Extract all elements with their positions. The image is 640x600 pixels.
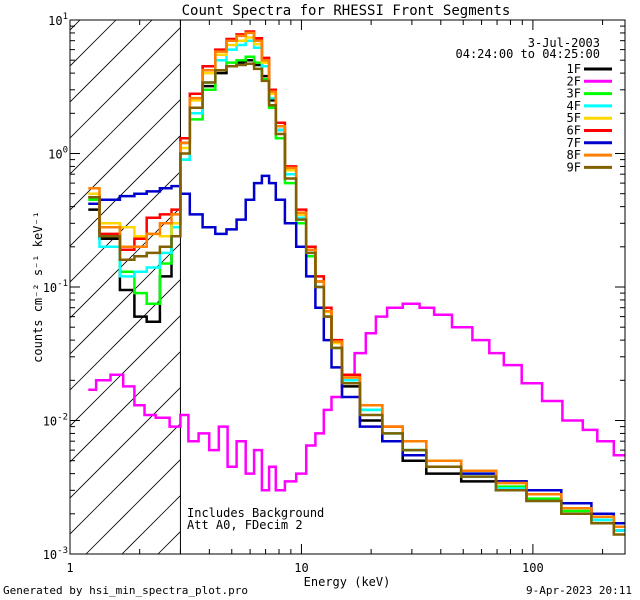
legend-label-2f: 2F [567, 74, 581, 88]
series-line-2f [88, 302, 625, 492]
x-axis-label: Energy (keV) [304, 575, 391, 589]
hatched-region [70, 20, 181, 554]
hatch-line [70, 423, 181, 535]
axis-ticks [69, 19, 625, 555]
hatch-line [70, 99, 181, 211]
legend-label-1f: 1F [567, 62, 581, 76]
series-line-1f [88, 58, 625, 532]
footer-generated-by: Generated by hsi_min_spectra_plot.pro [3, 584, 248, 597]
y-tick-label: 100 [48, 146, 68, 162]
hatch-line [85, 459, 181, 554]
y-tick-label: 10-2 [43, 413, 68, 429]
time-range-label: 04:24:00 to 04:25:00 [456, 47, 601, 61]
chart-title: Count Spectra for RHESSI Front Segments [182, 3, 511, 19]
legend-label-5f: 5F [567, 111, 581, 125]
legend-label-6f: 6F [567, 124, 581, 138]
legend-label-8f: 8F [567, 148, 581, 162]
annotation-attenuator: Att A0, FDecim 2 [187, 518, 303, 532]
annotation-background: Includes Background [187, 506, 324, 520]
series-line-6f [88, 30, 625, 528]
hatch-line [70, 279, 181, 391]
y-tick-labels: 101 100 10-1 10-2 10-3 [43, 12, 68, 562]
hatch-line [70, 243, 181, 355]
y-axis-label: counts cm⁻² s⁻¹ keV⁻¹ [31, 211, 45, 363]
hatch-line [70, 387, 181, 499]
x-tick-label: 100 [522, 561, 544, 575]
y-tick-label: 10-3 [43, 546, 68, 562]
footer-timestamp: 9-Apr-2023 20:11 [526, 584, 632, 597]
series-group [88, 30, 625, 536]
x-tick-label: 10 [294, 561, 308, 575]
plot-frame [69, 19, 626, 555]
hatch-line [70, 63, 181, 175]
series-line-8f [88, 31, 625, 528]
hatch-line [70, 27, 181, 139]
x-tick-labels: 1 10 100 [66, 561, 543, 575]
hatch-line [70, 207, 181, 319]
x-tick-label: 1 [66, 561, 73, 575]
y-tick-label: 10-1 [43, 279, 68, 295]
series-line-4f [88, 39, 625, 532]
legend-label-7f: 7F [567, 136, 581, 150]
date-label: 3-Jul-2003 [528, 36, 600, 50]
legend-label-3f: 3F [567, 87, 581, 101]
legend-label-4f: 4F [567, 99, 581, 113]
legend-label-9f: 9F [567, 160, 581, 174]
series-line-9f [88, 62, 625, 536]
y-tick-label: 101 [48, 12, 68, 28]
